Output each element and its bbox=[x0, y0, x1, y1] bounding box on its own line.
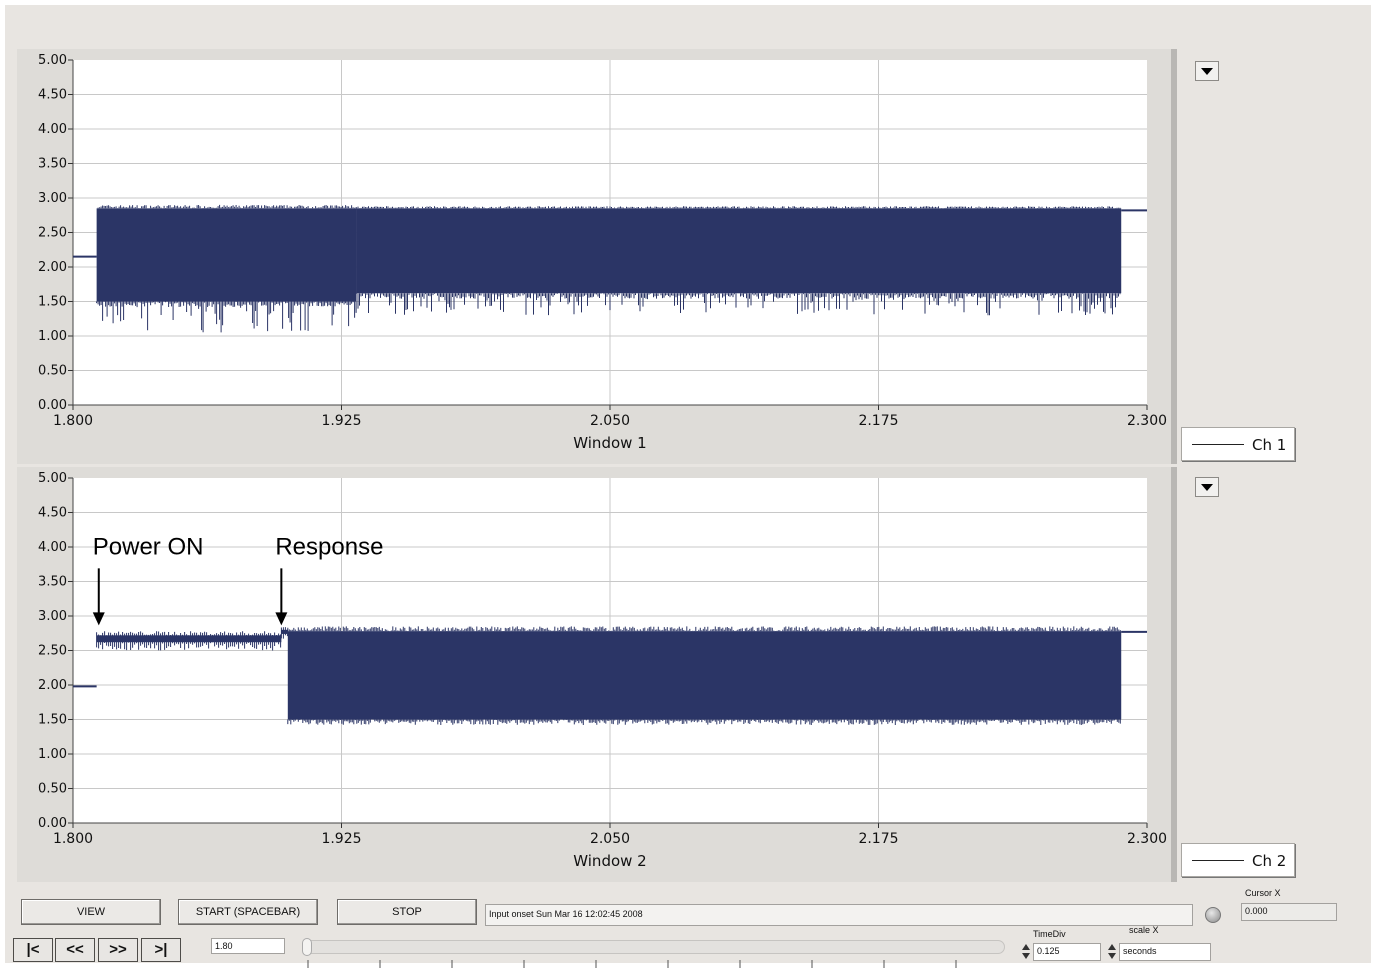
y-tick-label: 2.00 bbox=[38, 260, 67, 275]
y-tick-label: 3.50 bbox=[38, 157, 67, 172]
y-tick-label: 2.00 bbox=[38, 678, 67, 693]
y-tick-label: 4.00 bbox=[38, 540, 67, 555]
start-button[interactable]: START (SPACEBAR) bbox=[178, 899, 318, 925]
stop-button[interactable]: STOP bbox=[337, 899, 477, 925]
scale-x-select[interactable]: seconds bbox=[1119, 943, 1211, 961]
x-tick-label: 1.800 bbox=[53, 831, 93, 847]
legend-ch1: Ch 1 bbox=[1181, 427, 1295, 461]
series-noise-top bbox=[97, 204, 357, 209]
series-noise-bottom bbox=[356, 293, 1121, 316]
x-axis-title: Window 2 bbox=[573, 852, 646, 870]
arrow-up-icon[interactable] bbox=[1108, 944, 1116, 950]
series-noise bbox=[96, 631, 282, 651]
y-tick-label: 2.50 bbox=[38, 644, 67, 659]
y-tick-label: 1.50 bbox=[38, 295, 67, 310]
x-tick-label: 2.175 bbox=[858, 831, 898, 847]
x-tick-label: 2.175 bbox=[858, 413, 898, 429]
x-axis-title: Window 1 bbox=[573, 434, 646, 452]
slider-scale-ticks bbox=[307, 960, 957, 968]
y-tick-label: 0.00 bbox=[38, 816, 67, 831]
series-band bbox=[281, 629, 288, 634]
arrow-down-icon[interactable] bbox=[1108, 953, 1116, 959]
timediv-input[interactable]: 0.125 bbox=[1033, 943, 1101, 961]
y-tick-label: 1.00 bbox=[38, 329, 67, 344]
chart-2-svg: 0.00 0.50 1.00 1.50 2.00 2.50 3.00 3.50 4.00 4.50… bbox=[38, 471, 1167, 870]
x-tick-label: 2.300 bbox=[1127, 413, 1167, 429]
legend-line-icon bbox=[1192, 860, 1244, 861]
x-tick-label: 2.300 bbox=[1127, 831, 1167, 847]
nav-last-button[interactable]: >| bbox=[141, 938, 181, 962]
y-tick-label: 3.00 bbox=[38, 191, 67, 206]
y-tick-label: 0.50 bbox=[38, 364, 67, 379]
y-tick-label: 5.00 bbox=[38, 471, 67, 486]
y-tick-label: 0.50 bbox=[38, 782, 67, 797]
series-noise-bottom bbox=[287, 719, 1121, 725]
app-window: 0.00 0.50 1.00 1.50 2.00 2.50 3.00 3.50 4.00 4.50… bbox=[5, 5, 1371, 968]
scale-x-label: scale X bbox=[1129, 925, 1159, 935]
y-tick-label: 1.50 bbox=[38, 713, 67, 728]
arrow-down-icon[interactable] bbox=[1022, 953, 1030, 959]
x-tick-label: 2.050 bbox=[590, 831, 630, 847]
y-tick-label: 4.00 bbox=[38, 122, 67, 137]
annotation-arrow-head bbox=[275, 612, 288, 626]
chart-1-svg: 0.00 0.50 1.00 1.50 2.00 2.50 3.00 3.50 4.00 4.50… bbox=[38, 53, 1167, 452]
series-band bbox=[96, 208, 357, 302]
view-button[interactable]: VIEW bbox=[21, 899, 161, 925]
annotation-label: Response bbox=[275, 533, 383, 560]
graph-2-menu-dropdown[interactable] bbox=[1195, 477, 1219, 497]
nav-next-button[interactable]: >> bbox=[98, 938, 138, 962]
x-tick-label: 2.050 bbox=[590, 413, 630, 429]
cursor-x-field: 0.000 bbox=[1241, 903, 1337, 921]
series-band bbox=[287, 631, 1122, 720]
y-tick-label: 4.50 bbox=[38, 506, 67, 521]
y-tick-label: 5.00 bbox=[38, 53, 67, 68]
x-tick-label: 1.800 bbox=[53, 413, 93, 429]
chevron-down-icon bbox=[1201, 484, 1213, 491]
y-tick-label: 1.00 bbox=[38, 747, 67, 762]
cursor-x-label: Cursor X bbox=[1245, 888, 1281, 898]
y-tick-label: 0.00 bbox=[38, 398, 67, 413]
series-noise-bottom bbox=[96, 301, 357, 333]
legend-label: Ch 2 bbox=[1252, 852, 1287, 870]
timediv-spinner[interactable] bbox=[1022, 943, 1030, 961]
annotation-label: Power ON bbox=[93, 533, 204, 560]
time-slider-track[interactable] bbox=[305, 940, 1005, 954]
nav-previous-button[interactable]: << bbox=[55, 938, 95, 962]
graph-1-menu-dropdown[interactable] bbox=[1195, 61, 1219, 81]
graph-window-2: 0.00 0.50 1.00 1.50 2.00 2.50 3.00 3.50 4.00 4.50… bbox=[17, 467, 1177, 882]
chevron-down-icon bbox=[1201, 68, 1213, 75]
x-tick-label: 1.925 bbox=[321, 413, 361, 429]
legend-ch2: Ch 2 bbox=[1181, 843, 1295, 877]
y-tick-label: 2.50 bbox=[38, 226, 67, 241]
x-tick-label: 1.925 bbox=[321, 831, 361, 847]
graph-window-1: 0.00 0.50 1.00 1.50 2.00 2.50 3.00 3.50 4.00 4.50… bbox=[17, 49, 1177, 464]
series-noise-top bbox=[287, 626, 1121, 632]
legend-line-icon bbox=[1192, 444, 1244, 445]
y-tick-label: 3.50 bbox=[38, 575, 67, 590]
scale-x-spinner[interactable] bbox=[1108, 943, 1116, 961]
status-field: Input onset Sun Mar 16 12:02:45 2008 bbox=[485, 904, 1193, 926]
status-led-indicator bbox=[1205, 907, 1221, 923]
series-band bbox=[356, 208, 1122, 294]
y-tick-label: 4.50 bbox=[38, 88, 67, 103]
arrow-up-icon[interactable] bbox=[1022, 944, 1030, 950]
legend-label: Ch 1 bbox=[1252, 436, 1287, 454]
y-tick-label: 3.00 bbox=[38, 609, 67, 624]
time-slider-thumb[interactable] bbox=[302, 938, 312, 956]
timediv-label: TimeDiv bbox=[1033, 929, 1066, 939]
start-time-input[interactable]: 1.80 bbox=[211, 938, 285, 954]
annotation-arrow-head bbox=[92, 612, 105, 626]
series-noise-top bbox=[356, 206, 1121, 209]
nav-first-button[interactable]: |< bbox=[13, 938, 53, 962]
series-noise bbox=[280, 627, 288, 639]
